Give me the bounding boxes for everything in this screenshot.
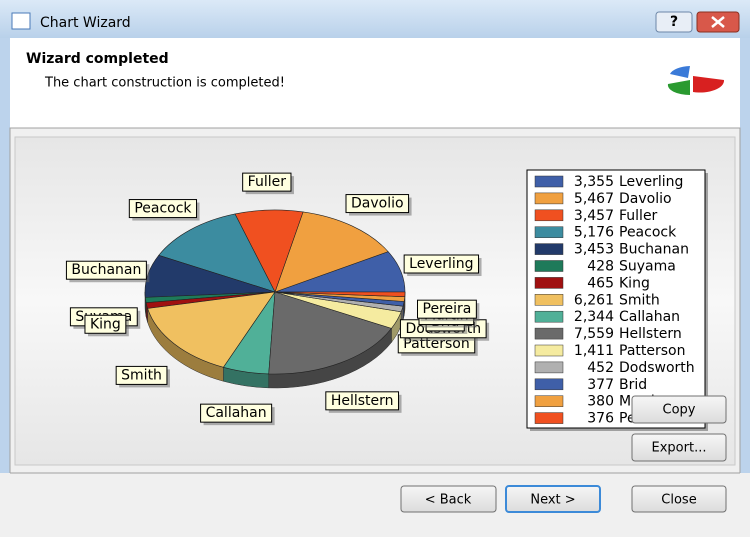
slice-label-text: Davolio xyxy=(351,196,404,212)
legend-name: Leverling xyxy=(619,174,683,190)
legend-swatch xyxy=(535,379,563,390)
close-label: Close xyxy=(661,493,696,508)
legend-swatch xyxy=(535,193,563,204)
legend-value: 428 xyxy=(587,259,614,275)
legend-value: 3,453 xyxy=(574,242,614,258)
legend-value: 7,559 xyxy=(574,326,614,342)
legend-swatch xyxy=(535,396,563,407)
legend-name: Peacock xyxy=(619,225,677,241)
legend-value: 6,261 xyxy=(574,292,614,308)
legend-name: Suyama xyxy=(619,259,676,275)
legend-name: King xyxy=(619,275,650,291)
legend-value: 452 xyxy=(587,360,614,376)
export-button[interactable]: Export... xyxy=(632,434,726,461)
legend-swatch xyxy=(535,210,563,221)
legend-swatch xyxy=(535,362,563,373)
legend-value: 465 xyxy=(587,275,614,291)
header-subtitle: The chart construction is completed! xyxy=(44,76,285,91)
legend-value: 3,355 xyxy=(574,174,614,190)
legend-swatch xyxy=(535,261,563,272)
header-title: Wizard completed xyxy=(26,51,169,67)
legend-name: Davolio xyxy=(619,191,672,207)
slice-label: Davolio xyxy=(346,195,412,216)
slice-label-text: Buchanan xyxy=(71,262,141,278)
legend-name: Brid xyxy=(619,377,647,393)
legend-name: Smith xyxy=(619,292,660,308)
slice-label: King xyxy=(85,315,129,336)
slice-label: Buchanan xyxy=(66,261,149,282)
back-label: < Back xyxy=(425,493,472,508)
legend-swatch xyxy=(535,277,563,288)
back-button[interactable]: < Back xyxy=(401,486,496,512)
copy-label: Copy xyxy=(663,403,696,418)
legend-value: 380 xyxy=(587,394,614,410)
slice-label-text: Hellstern xyxy=(331,393,394,409)
legend-value: 1,411 xyxy=(574,343,614,359)
slice-label: Fuller xyxy=(243,173,294,194)
legend-value: 377 xyxy=(587,377,614,393)
legend-name: Hellstern xyxy=(619,326,682,342)
legend-swatch xyxy=(535,413,563,424)
slice-label: Pereira xyxy=(418,300,480,321)
legend-name: Dodsworth xyxy=(619,360,695,376)
legend-swatch xyxy=(535,294,563,305)
slice-label: Leverling xyxy=(404,255,481,276)
legend-swatch xyxy=(535,328,563,339)
legend-name: Callahan xyxy=(619,309,680,325)
legend-swatch xyxy=(535,311,563,322)
next-label: Next > xyxy=(530,493,575,508)
legend-swatch xyxy=(535,227,563,238)
slice-label-text: King xyxy=(90,316,121,332)
help-glyph: ? xyxy=(670,14,678,30)
slice-label-text: Smith xyxy=(121,367,162,383)
copy-button[interactable]: Copy xyxy=(632,396,726,423)
close-button[interactable]: Close xyxy=(632,486,726,512)
slice-label-text: Peacock xyxy=(134,201,192,217)
slice-label: Callahan xyxy=(201,404,275,425)
export-label: Export... xyxy=(652,441,707,456)
legend-value: 2,344 xyxy=(574,309,614,325)
legend-value: 5,176 xyxy=(574,225,614,241)
slice-label-text: Pereira xyxy=(423,301,472,317)
legend-name: Fuller xyxy=(619,208,658,224)
app-icon xyxy=(12,13,30,29)
pie-tops xyxy=(145,210,405,374)
legend-value: 3,457 xyxy=(574,208,614,224)
legend-name: Patterson xyxy=(619,343,685,359)
legend-name: Buchanan xyxy=(619,242,689,258)
legend-swatch xyxy=(535,345,563,356)
next-button[interactable]: Next > xyxy=(506,486,600,512)
slice-label-text: Fuller xyxy=(248,174,287,190)
legend-value: 376 xyxy=(587,411,614,427)
window-title: Chart Wizard xyxy=(40,15,131,31)
slice-label: Hellstern xyxy=(326,392,402,413)
legend-value: 5,467 xyxy=(574,191,614,207)
slice-label: Smith xyxy=(116,366,170,387)
legend-swatch xyxy=(535,176,563,187)
legend-swatch xyxy=(535,244,563,255)
slice-label: Peacock xyxy=(129,200,199,221)
slice-label-text: Leverling xyxy=(409,256,473,272)
slice-label-text: Callahan xyxy=(206,405,267,421)
